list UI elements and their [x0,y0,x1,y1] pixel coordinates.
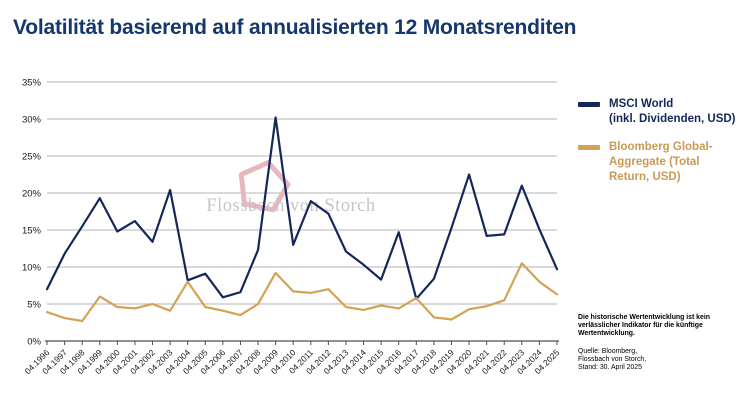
legend-label-bloomberg: Bloomberg Global- Aggregate (Total Retur… [609,141,713,183]
legend-swatch-bloomberg [578,145,600,151]
series-line-msci-world [45,116,559,300]
legend-swatch-msci [578,102,600,107]
y-tick-label: 20% [22,189,42,200]
watermark-text: Flossbach von Storch [206,196,375,216]
page-title: Volatilität basierend auf annualisierten… [13,16,577,39]
watermark: Flossbach von Storch [206,160,375,216]
y-tick-label: 35% [22,78,42,89]
legend-label-msci: MSCI World (inkl. Dividenden, USD) [609,98,736,125]
y-tick-label: 25% [22,152,42,163]
y-tick-label: 15% [22,226,42,237]
legend-item-bloomberg: Bloomberg Global- Aggregate (Total Retur… [576,140,744,184]
chart-legend: MSCI World (inkl. Dividenden, USD) Bloom… [576,97,744,199]
legend-item-msci: MSCI World (inkl. Dividenden, USD) [576,97,744,126]
series-line-bloomberg-aggregate [45,262,559,323]
y-tick-label: 30% [22,115,42,126]
y-tick-label: 5% [27,300,41,311]
y-tick-label: 10% [22,263,42,274]
source-note: Quelle: Bloomberg, Flossbach von Storch,… [578,348,647,372]
disclaimer-text: Die historische Wertentwicklung ist kein… [578,314,710,338]
y-tick-label: 0% [27,337,41,348]
